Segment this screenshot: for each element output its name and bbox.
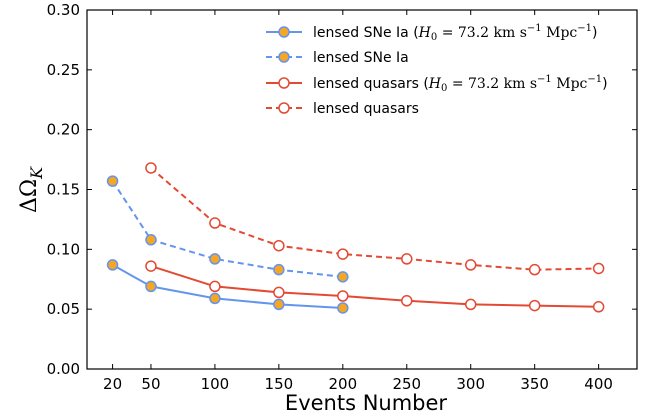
data-point-s2-0 [145,260,157,272]
data-point-s0-2 [209,292,221,305]
data-point-s2-6 [528,299,541,312]
data-point-s2-5 [464,298,477,311]
data-point-s0-0 [106,259,119,271]
legend-entry-0: lensed SNe Ia (H0 = 73.2 km s−1 Mpc−1) [266,23,597,43]
data-point-s0-3 [273,298,285,311]
data-point-s1-0 [106,175,119,187]
data-point-s0-1 [145,280,157,293]
data-point-s3-6 [528,263,541,276]
ticks-layer: 20 50 100 150 200 250 300 350 400 0.00 0.05 0.10 0.1… [47,1,637,393]
x-tick-label: 400 [584,375,613,393]
legend-label-1: lensed SNe Ia [313,50,409,66]
legend-label-3: lensed quasars [313,101,419,117]
data-point-s2-3 [337,290,349,302]
legend-entry-2: lensed quasars (H0 = 73.2 km s−1 Mpc−1) [266,74,608,94]
data-point-s2-4 [401,295,413,307]
series-line-3 [150,167,599,271]
legend-marker-1 [278,51,290,63]
data-point-s1-2 [209,253,221,265]
data-point-s3-2 [273,239,285,252]
x-tick-label: 350 [520,375,549,393]
y-tick-label: 0.15 [47,181,80,199]
svg-text:ΔΩK: ΔΩK [17,166,46,213]
y-tick-label: 0.05 [47,300,80,318]
y-axis-label: ΔΩK [17,166,46,213]
legend-marker-3 [278,102,290,114]
y-tick-label: 0.20 [47,121,80,139]
x-tick-label: 20 [103,375,122,393]
legend: lensed SNe Ia (H0 = 73.2 km s−1 Mpc−1) l… [266,23,608,117]
series-layer [106,162,605,314]
data-point-s2-7 [592,301,605,313]
x-tick-label: 200 [328,375,357,393]
legend-marker-2 [278,77,290,89]
y-tick-label: 0.00 [47,360,80,378]
x-tick-label: 100 [201,375,230,393]
series-line-2 [150,265,599,308]
x-tick-label: 250 [392,375,421,393]
y-tick-label: 0.30 [47,1,80,19]
series-line-1 [111,180,343,278]
y-tick-label: 0.10 [47,240,80,258]
data-point-s2-2 [273,286,285,299]
data-point-s3-0 [145,162,157,174]
legend-marker-0 [278,26,290,38]
data-point-s1-4 [337,271,349,283]
legend-entry-3: lensed quasars [266,101,419,117]
data-point-s1-3 [273,263,285,276]
x-axis-label: Events Number [285,391,448,415]
x-tick-label: 50 [141,375,160,393]
data-point-s2-1 [209,280,221,293]
legend-label-2: lensed quasars (H0 = 73.2 km s−1 Mpc−1) [313,74,608,94]
y-tick-label: 0.25 [47,61,80,79]
data-point-s3-4 [401,253,413,265]
data-point-s3-5 [464,259,477,271]
data-point-s1-1 [145,234,157,246]
x-tick-label: 150 [265,375,294,393]
x-tick-label: 300 [456,375,485,393]
data-point-s3-7 [592,262,605,275]
data-point-s0-4 [337,302,349,314]
data-point-s3-1 [209,217,221,229]
data-point-s3-3 [337,248,349,260]
legend-label-0: lensed SNe Ia (H0 = 73.2 km s−1 Mpc−1) [313,23,597,43]
legend-entry-1: lensed SNe Ia [266,50,409,66]
